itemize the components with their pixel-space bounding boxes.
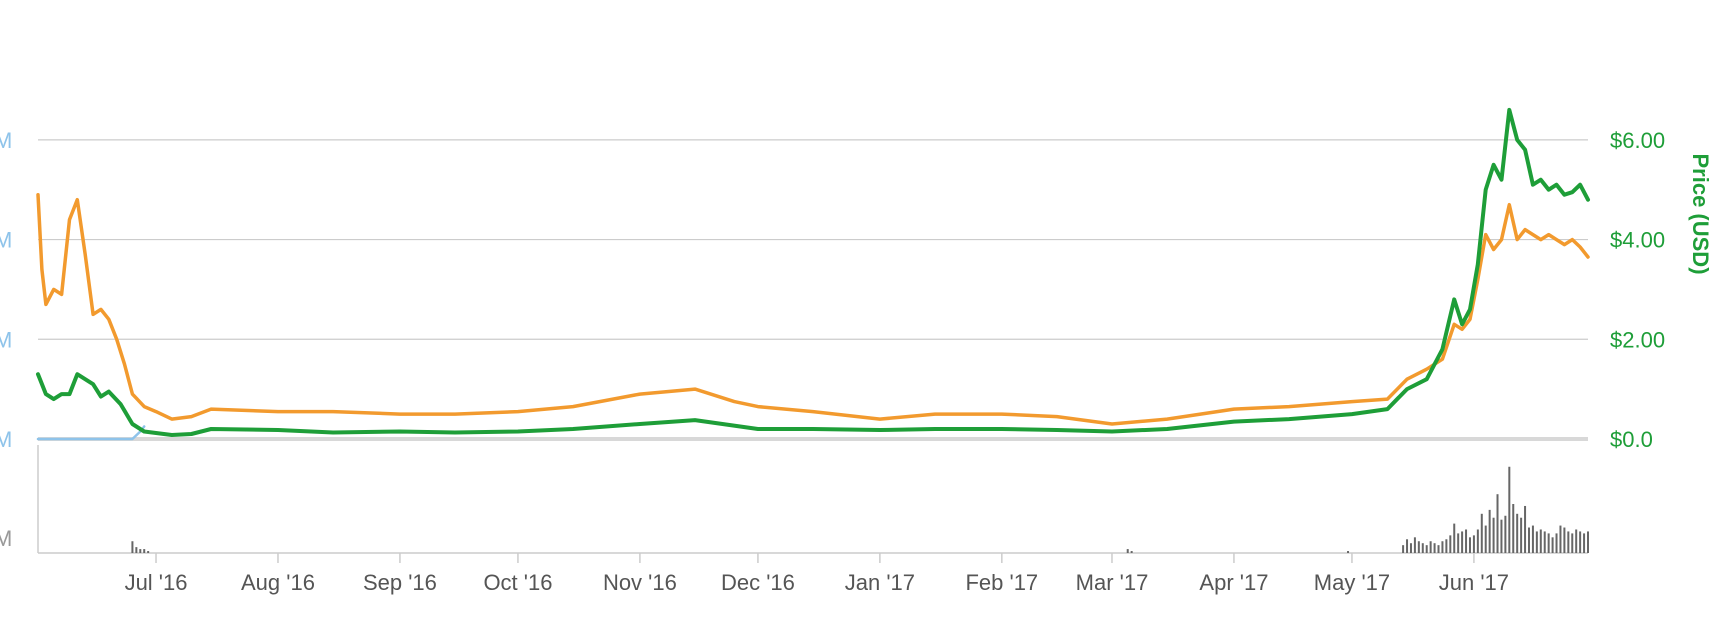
x-tick-label: Dec '16 (721, 570, 795, 595)
series-lines (36, 107, 1590, 441)
volume-bar (1441, 541, 1444, 553)
volume-bar (139, 549, 142, 553)
volume-bar (1480, 513, 1483, 553)
volume-bar (1402, 545, 1405, 553)
series-line-green (36, 107, 1590, 437)
volume-bar (1476, 529, 1479, 553)
volume-bar (1583, 533, 1586, 553)
volume-bar (1587, 531, 1589, 553)
left-axis-label: M (0, 427, 12, 452)
x-tick-label: Aug '16 (241, 570, 315, 595)
volume-bar (1429, 541, 1432, 553)
x-tick-label: Jul '16 (125, 570, 188, 595)
volume-bar (147, 551, 150, 553)
x-tick-label: Apr '17 (1199, 570, 1268, 595)
price-tick-label: $2.00 (1610, 327, 1665, 352)
volume-bar (1465, 529, 1468, 553)
volume-bar (1508, 466, 1511, 553)
volume-bar (1468, 537, 1471, 553)
series-line-orange (36, 192, 1590, 426)
volume-bar (1559, 525, 1562, 553)
x-tick-label: Jun '17 (1439, 570, 1509, 595)
volume-bar (1520, 517, 1523, 553)
price-axis-title: Price (USD) (1688, 153, 1713, 274)
volume-bar (1472, 535, 1475, 553)
volume-bar (1547, 533, 1550, 553)
volume-bar (1347, 551, 1350, 553)
volume-bar (1575, 529, 1578, 553)
volume-bar (1524, 505, 1527, 553)
volume-bar (1563, 527, 1566, 553)
volume-bar (1484, 525, 1487, 553)
price-tick-label: $6.00 (1610, 128, 1665, 153)
grid-layer (37, 139, 1588, 554)
volume-bar (1531, 525, 1534, 553)
volume-bar (1527, 527, 1530, 553)
volume-bar (1130, 551, 1133, 553)
x-tick-label: Jan '17 (845, 570, 915, 595)
volume-bar (131, 541, 134, 553)
volume-bar (1417, 541, 1420, 553)
x-tick-label: May '17 (1314, 570, 1390, 595)
x-tick-label: Mar '17 (1076, 570, 1149, 595)
price-tick-label: $4.00 (1610, 228, 1665, 253)
volume-bar (1571, 533, 1574, 553)
volume-bar (1496, 494, 1499, 553)
volume-bar (135, 547, 138, 553)
volume-bar (1551, 537, 1554, 553)
volume-bar (1500, 519, 1503, 553)
x-tick-label: Sep '16 (363, 570, 437, 595)
volume-bar (1406, 539, 1409, 553)
volume-bar (1433, 543, 1436, 553)
volume-bar (1413, 537, 1416, 553)
axes: $0.0 M $2.00 M $4.00 M $6.00 M Price (USD) M Jul '… (0, 128, 1713, 595)
x-tick-label: Feb '17 (965, 570, 1038, 595)
volume-bar (1488, 509, 1491, 553)
left-axis-label: M (0, 228, 12, 253)
volume-bar (1543, 531, 1546, 553)
x-tick-label: Nov '16 (603, 570, 677, 595)
volume-bar (1437, 545, 1440, 553)
price-tick-label: $0.0 (1610, 427, 1653, 452)
volume-bar (1461, 531, 1464, 553)
volume-bar (1457, 533, 1460, 553)
volume-bar (1126, 549, 1129, 553)
volume-bars (131, 466, 1589, 553)
volume-bar (1504, 515, 1507, 553)
volume-bar (1409, 543, 1412, 553)
volume-bar (1453, 523, 1456, 553)
volume-bar (1421, 543, 1424, 553)
volume-bar (1535, 531, 1538, 553)
volume-bar (1567, 531, 1570, 553)
volume-bar (1539, 529, 1542, 553)
volume-bar (1579, 531, 1582, 553)
volume-axis-label: M (0, 526, 12, 551)
x-tick-label: Oct '16 (483, 570, 552, 595)
volume-bar (1425, 545, 1428, 553)
volume-bar (1512, 504, 1515, 553)
volume-bar (1492, 517, 1495, 553)
left-axis-label: M (0, 128, 12, 153)
volume-bar (1516, 513, 1519, 553)
volume-bar (1555, 533, 1558, 553)
volume-bar (1449, 535, 1452, 553)
volume-bar (143, 549, 146, 553)
left-axis-label: M (0, 327, 12, 352)
volume-bar (1445, 539, 1448, 553)
